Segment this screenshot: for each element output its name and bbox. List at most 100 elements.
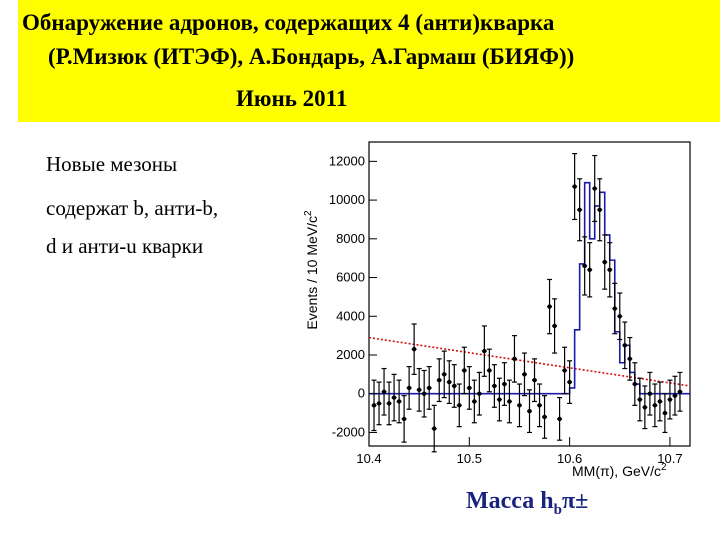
data-point-marker	[477, 391, 482, 396]
x-tick-label: 10.7	[657, 451, 682, 466]
side-text-line-2: содержат b, анти-b,	[46, 196, 219, 220]
data-point	[421, 369, 427, 418]
data-point-marker	[432, 426, 437, 431]
data-point-marker	[507, 399, 512, 404]
data-point-marker	[472, 399, 477, 404]
data-point	[552, 298, 558, 354]
data-point	[386, 381, 392, 426]
data-point-marker	[442, 372, 447, 377]
data-point	[426, 366, 432, 410]
data-point	[416, 367, 422, 412]
data-point-marker	[502, 381, 507, 387]
x-tick-label: 10.5	[457, 451, 482, 466]
title-banner: Обнаружение адронов, содержащих 4 (анти)…	[18, 0, 720, 122]
fit-step-line	[369, 181, 690, 395]
data-point	[501, 362, 507, 406]
data-point	[637, 377, 643, 422]
data-point-marker	[557, 416, 562, 422]
data-point	[381, 367, 387, 416]
data-point	[587, 242, 593, 298]
data-point	[476, 371, 482, 416]
data-point-marker	[411, 346, 417, 352]
data-point-marker	[426, 385, 432, 391]
data-point-marker	[416, 387, 422, 393]
data-point-marker	[447, 379, 452, 385]
data-point	[506, 379, 512, 424]
data-point	[562, 346, 568, 395]
data-point-marker	[572, 184, 577, 189]
y-axis-label-main: Events / 10 MeV/c	[304, 216, 320, 330]
data-point-marker	[492, 383, 497, 389]
data-point	[627, 336, 633, 381]
data-point	[632, 362, 638, 406]
mass-label: Масса hbπ±	[466, 488, 588, 519]
data-point-marker	[376, 401, 382, 406]
data-point-marker	[602, 259, 607, 265]
data-point-marker	[406, 385, 412, 391]
x-tick-label: 10.4	[356, 451, 381, 466]
data-point-marker	[637, 397, 643, 402]
data-point-marker	[547, 304, 552, 309]
data-point	[396, 379, 402, 424]
data-point-marker	[396, 399, 402, 404]
data-point-marker	[457, 403, 462, 408]
y-tick-label: 10000	[329, 192, 365, 207]
data-point-marker	[542, 414, 547, 420]
data-point-marker	[642, 405, 648, 410]
data-point-marker	[371, 403, 377, 408]
data-point	[617, 292, 623, 341]
data-point	[657, 381, 663, 422]
data-point	[567, 360, 573, 405]
data-point-marker	[632, 381, 638, 387]
data-point	[466, 366, 472, 410]
data-point-marker	[421, 391, 427, 396]
data-point	[411, 323, 417, 375]
title-line-1: Обнаружение адронов, содержащих 4 (анти)…	[22, 10, 555, 35]
x-axis-label: MM(π), GeV/c2	[572, 462, 667, 479]
y-tick-label: 2000	[336, 347, 365, 362]
data-point-marker	[532, 377, 537, 383]
data-point-marker	[482, 348, 487, 354]
data-point	[511, 335, 517, 383]
data-point	[451, 364, 457, 408]
data-point	[557, 396, 563, 441]
data-point	[471, 379, 477, 424]
data-point	[461, 346, 467, 395]
y-tick-label: -2000	[332, 424, 365, 439]
data-point-marker	[437, 377, 442, 383]
data-point-marker	[467, 385, 472, 391]
data-point	[481, 325, 487, 377]
data-point-marker	[577, 207, 582, 212]
mass-label-sub: b	[553, 501, 562, 518]
data-point	[496, 377, 502, 422]
data-point	[577, 178, 583, 242]
signal-fit-layer	[369, 181, 690, 395]
data-point-marker	[391, 395, 397, 400]
data-point-marker	[582, 263, 587, 269]
data-point-marker	[587, 267, 592, 272]
data-points-layer	[371, 153, 683, 453]
data-point-marker	[497, 397, 502, 402]
data-point-marker	[662, 410, 668, 416]
data-point-marker	[386, 401, 392, 406]
data-point	[521, 352, 527, 397]
data-point-marker	[381, 389, 387, 394]
data-point-marker	[401, 416, 407, 422]
data-point-marker	[522, 372, 527, 377]
data-point	[376, 381, 382, 426]
data-point	[612, 282, 618, 335]
data-point	[662, 393, 668, 434]
data-point	[542, 395, 548, 439]
x-axis-label-exp: 2	[661, 462, 667, 473]
y-tick-label: 4000	[336, 308, 365, 323]
data-point-marker	[672, 393, 678, 398]
data-point-marker	[667, 397, 673, 402]
data-point	[547, 278, 553, 335]
data-point	[491, 364, 497, 408]
x-tick-label: 10.6	[557, 451, 582, 466]
data-point-marker	[527, 408, 532, 414]
side-text-line-3: d и анти-u кварки	[46, 234, 204, 258]
data-point	[436, 358, 442, 403]
data-point-marker	[487, 368, 492, 373]
data-point	[642, 385, 648, 430]
